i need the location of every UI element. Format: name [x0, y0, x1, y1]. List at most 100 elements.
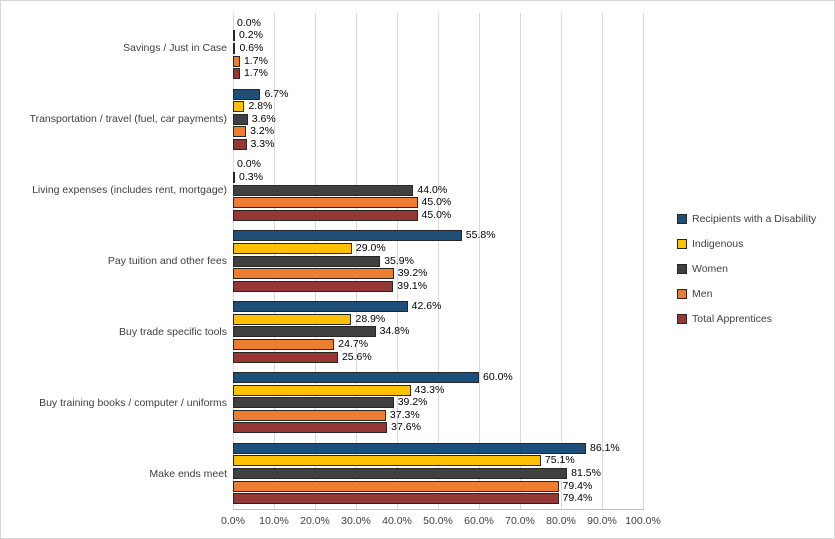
legend-swatch-icon — [677, 264, 687, 274]
bar-women — [233, 397, 394, 409]
data-label: 0.2% — [239, 29, 263, 42]
legend-swatch-icon — [677, 214, 687, 224]
x-axis-tick-label: 10.0% — [259, 515, 289, 527]
x-axis-line — [233, 509, 644, 510]
bar-total-apprentices — [233, 138, 247, 150]
data-label: 1.7% — [243, 54, 268, 67]
data-label: 45.0% — [421, 196, 452, 209]
legend-swatch-icon — [677, 314, 687, 324]
bar-men — [233, 268, 394, 280]
data-label: 28.9% — [355, 312, 386, 325]
data-label: 39.2% — [397, 396, 428, 409]
bar-women — [233, 42, 236, 54]
x-axis-tick-label: 30.0% — [341, 515, 371, 527]
data-label: 3.3% — [250, 137, 275, 150]
data-label: 37.3% — [389, 408, 420, 421]
data-label: 45.0% — [421, 208, 452, 221]
bar-women — [233, 468, 568, 480]
chart-legend: Recipients with a Disability Indigenous Wo… — [677, 212, 816, 337]
gridline — [643, 13, 644, 509]
data-label: 34.8% — [379, 325, 410, 338]
bar-indigenous — [233, 313, 352, 325]
x-axis-tick-label: 50.0% — [423, 515, 453, 527]
data-label: 3.2% — [250, 125, 275, 138]
data-label: 0.0% — [237, 158, 261, 171]
data-label: 43.3% — [414, 383, 445, 396]
data-label: 6.7% — [264, 87, 289, 100]
data-label: 29.0% — [355, 241, 386, 254]
x-axis-tick-label: 80.0% — [546, 515, 576, 527]
legend-item: Recipients with a Disability — [677, 212, 816, 226]
bar-women — [233, 326, 376, 338]
x-axis-tick-label: 60.0% — [464, 515, 494, 527]
x-axis-tick-label: 0.0% — [221, 515, 245, 527]
bar-recipients-with-a-disability — [233, 230, 462, 242]
legend-label: Men — [692, 288, 713, 300]
legend-item: Total Apprentices — [677, 312, 816, 326]
category-label: Living expenses (includes rent, mortgage… — [32, 184, 227, 197]
x-axis-tick-label: 100.0% — [625, 515, 661, 527]
data-label: 25.6% — [341, 350, 372, 363]
legend-item: Women — [677, 262, 816, 276]
x-axis-tick-label: 70.0% — [505, 515, 535, 527]
bar-total-apprentices — [233, 493, 559, 505]
bar-recipients-with-a-disability — [233, 372, 479, 383]
bar-men — [233, 409, 386, 421]
category-label: Pay tuition and other fees — [107, 255, 227, 267]
category-label: Make ends meet — [149, 467, 227, 480]
data-label: 35.9% — [384, 254, 414, 267]
bar-total-apprentices — [233, 280, 394, 292]
bar-indigenous — [233, 172, 235, 184]
bar-women — [233, 184, 414, 196]
gridline — [397, 13, 398, 509]
data-label: 0.3% — [239, 171, 263, 184]
bar-men — [233, 55, 240, 67]
bar-men — [233, 480, 559, 492]
legend-item: Indigenous — [677, 237, 816, 251]
legend-label: Total Apprentices — [692, 313, 772, 325]
gridline — [520, 13, 521, 509]
bar-recipients-with-a-disability — [233, 301, 408, 313]
data-label: 75.1% — [544, 454, 575, 467]
data-label: 0.6% — [239, 41, 264, 54]
gridline — [561, 13, 562, 509]
data-label: 86.1% — [590, 441, 620, 454]
data-label: 79.4% — [562, 479, 593, 492]
data-label: 39.1% — [397, 279, 428, 292]
data-label: 1.7% — [243, 67, 268, 80]
bar-total-apprentices — [233, 209, 418, 221]
legend-label: Indigenous — [692, 238, 744, 250]
bar-indigenous — [233, 455, 541, 467]
data-label: 39.2% — [397, 267, 428, 280]
data-label: 81.5% — [571, 467, 601, 480]
data-label: 0.0% — [237, 16, 261, 29]
bar-women — [233, 113, 248, 125]
data-label: 37.6% — [391, 421, 421, 434]
data-label: 24.7% — [338, 337, 369, 350]
data-label: 60.0% — [483, 371, 513, 383]
bar-women — [233, 255, 381, 267]
bar-indigenous — [233, 30, 235, 42]
plot-area: 0.0% 0.2% 0.6% 1.7% 1.7% 6.7% 2.8% 3.6% 3.2% 3.3%… — [233, 13, 644, 509]
category-label: Savings / Just in Case — [123, 42, 227, 55]
x-axis-tick-label: 20.0% — [300, 515, 330, 527]
category-label: Buy trade specific tools — [119, 325, 227, 338]
bar-total-apprentices — [233, 68, 240, 80]
bar-total-apprentices — [233, 422, 388, 434]
data-label: 3.6% — [251, 112, 276, 125]
data-label: 2.8% — [248, 100, 273, 113]
x-axis-tick-label: 40.0% — [382, 515, 412, 527]
bar-men — [233, 197, 418, 209]
gridline — [602, 13, 603, 509]
legend-label: Recipients with a Disability — [692, 213, 817, 225]
legend-swatch-icon — [677, 289, 687, 299]
category-label: Transportation / travel (fuel, car payme… — [29, 113, 227, 126]
data-label: 44.0% — [417, 183, 448, 196]
gridline — [479, 13, 480, 509]
bar-indigenous — [233, 242, 352, 254]
data-label: 55.8% — [465, 229, 496, 242]
bar-recipients-with-a-disability — [233, 88, 261, 100]
bar-recipients-with-a-disability — [233, 442, 586, 454]
legend-item: Men — [677, 287, 816, 301]
bar-indigenous — [233, 384, 411, 396]
